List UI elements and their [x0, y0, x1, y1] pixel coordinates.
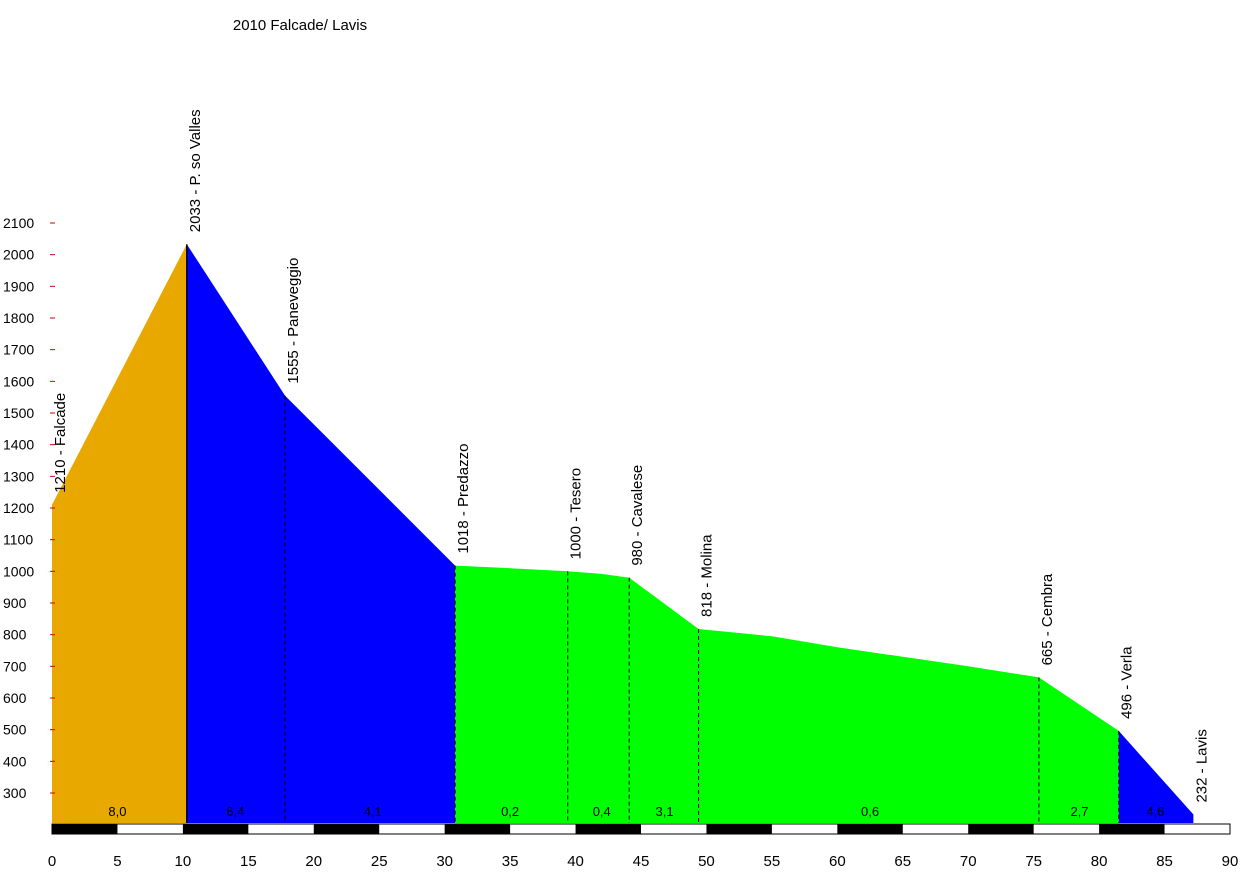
waypoint-label: 2033 - P. so Valles [187, 109, 204, 232]
y-tick-label: 2100 [3, 215, 34, 231]
scale-bar-block [1099, 824, 1165, 834]
gradient-label: 2,7 [1070, 804, 1088, 819]
scale-bar-block [444, 824, 511, 834]
x-tick-label: 65 [894, 853, 911, 870]
y-tick-label: 1400 [3, 437, 34, 453]
y-tick-label: 1800 [3, 310, 34, 326]
y-tick-label: 900 [3, 595, 27, 611]
x-tick-label: 40 [567, 853, 584, 870]
x-axis: 0 5 10 15 20 25 30 35 40 45 50 55 60 65 70 75 80 85 90 [48, 853, 1239, 870]
waypoint-label: 665 - Cembra [1039, 573, 1056, 665]
x-tick-label: 10 [175, 853, 192, 870]
y-tick-label: 1500 [3, 405, 34, 421]
x-tick-label: 0 [48, 853, 56, 870]
y-tick-label: 700 [3, 658, 27, 674]
x-tick-label: 60 [829, 853, 846, 870]
y-tick-label: 1300 [3, 468, 34, 484]
y-axis: 300 400 500 600 700 800 900 1000 1100 1200 1300 140… [3, 215, 55, 801]
y-tick-label: 400 [3, 753, 27, 769]
scale-bar-block [968, 824, 1034, 834]
scale-bar-block [52, 824, 118, 834]
gradient-label: 6,4 [226, 804, 244, 819]
waypoint-label: 1018 - Predazzo [455, 444, 472, 554]
profile-segment [186, 244, 456, 823]
y-tick-label: 300 [3, 785, 27, 801]
x-tick-label: 55 [764, 853, 781, 870]
x-tick-label: 85 [1156, 853, 1173, 870]
waypoint-label: 1210 - Falcade [52, 393, 69, 493]
gradient-label: 0,4 [593, 804, 611, 819]
x-tick-label: 75 [1025, 853, 1042, 870]
gradient-label: 0,6 [861, 804, 879, 819]
y-tick-label: 1900 [3, 278, 34, 294]
x-tick-label: 80 [1091, 853, 1108, 870]
profile-segment [1118, 730, 1194, 823]
y-tick-label: 2000 [3, 247, 34, 263]
y-tick-label: 1100 [3, 532, 33, 548]
waypoint-label: 496 - Verla [1119, 646, 1136, 719]
scale-bar-block [575, 824, 641, 834]
scale-bar-block [706, 824, 772, 834]
x-tick-label: 35 [502, 853, 519, 870]
y-tick-label: 800 [3, 627, 27, 643]
gradient-labels: 8,0 6,4 4,1 0,2 0,4 3,1 0,6 2,7 4,6 [108, 804, 1164, 819]
x-tick-label: 15 [240, 853, 257, 870]
profile-segment [455, 565, 1119, 823]
x-tick-label: 50 [698, 853, 715, 870]
y-tick-label: 500 [3, 722, 27, 738]
distance-scale-bar [51, 823, 1231, 835]
y-tick-label: 600 [3, 690, 27, 706]
gradient-label: 4,1 [364, 804, 382, 819]
waypoint-lines [186, 244, 1120, 823]
scale-bar-block [313, 824, 380, 834]
scale-bar-block [182, 824, 249, 834]
x-tick-label: 25 [371, 853, 388, 870]
y-tick-label: 1000 [3, 563, 34, 579]
x-tick-label: 30 [436, 853, 453, 870]
x-tick-label: 5 [113, 853, 121, 870]
gradient-label: 0,2 [501, 804, 519, 819]
scale-bar-block [837, 824, 903, 834]
waypoint-label: 232 - Lavis [1193, 729, 1210, 802]
waypoint-label: 1555 - Paneveggio [285, 258, 302, 384]
profile-fills [52, 244, 1194, 823]
x-tick-label: 20 [305, 853, 322, 870]
x-tick-label: 45 [633, 853, 650, 870]
waypoint-labels: 1210 - Falcade 2033 - P. so Valles 1555 - … [52, 109, 1210, 802]
gradient-label: 4,6 [1146, 804, 1164, 819]
waypoint-label: 980 - Cavalese [629, 465, 646, 566]
x-tick-label: 90 [1222, 853, 1239, 870]
gradient-label: 8,0 [108, 804, 126, 819]
y-tick-label: 1600 [3, 373, 34, 389]
gradient-label: 3,1 [656, 804, 674, 819]
y-tick-label: 1700 [3, 342, 34, 358]
chart-title: 2010 Falcade/ Lavis [233, 17, 367, 34]
profile-segment [52, 244, 187, 823]
waypoint-label: 1000 - Tesero [568, 468, 585, 559]
waypoint-label: 818 - Molina [699, 534, 716, 617]
y-tick-label: 1200 [3, 500, 34, 516]
x-tick-label: 70 [960, 853, 977, 870]
